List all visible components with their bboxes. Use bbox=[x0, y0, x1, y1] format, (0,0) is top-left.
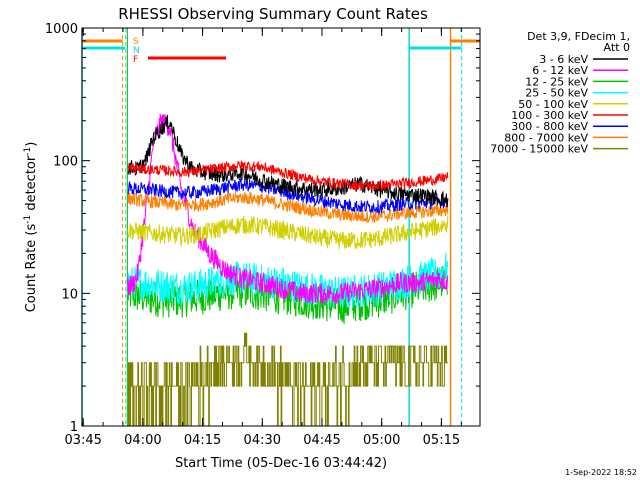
series-line bbox=[127, 252, 449, 308]
y-label-sup1: -1 bbox=[23, 215, 33, 224]
series-line bbox=[127, 114, 449, 208]
x-tick-label: 04:45 bbox=[303, 433, 340, 448]
legend-entry-label: 6 - 12 keV bbox=[532, 64, 588, 77]
series-line bbox=[127, 215, 449, 250]
legend-entry-label: 50 - 100 keV bbox=[518, 98, 588, 111]
x-tick-label: 04:00 bbox=[124, 433, 161, 448]
x-tick-label: 04:30 bbox=[244, 433, 281, 448]
x-tick-label: 05:00 bbox=[363, 433, 400, 448]
plot-series bbox=[127, 113, 449, 427]
timestamp: 1-Sep-2022 18:52 bbox=[565, 468, 637, 477]
y-axis-label: Count Rate (s-1 detector-1) bbox=[23, 142, 39, 313]
y-label-sup2: -1 bbox=[23, 147, 33, 156]
series-line bbox=[127, 178, 449, 216]
y-tick-label: 1 bbox=[70, 420, 78, 435]
y-label-main: Count Rate (s bbox=[24, 224, 39, 313]
legend-entry-label: 25 - 50 keV bbox=[525, 87, 588, 100]
plot-underlay: SNF bbox=[81, 28, 480, 426]
x-axis: 03:45 04:00 04:15 04:30 04:45 05:00 05:15 bbox=[64, 28, 462, 448]
flag-label-f: F bbox=[133, 55, 138, 65]
x-tick-label: 05:15 bbox=[423, 433, 460, 448]
series-line bbox=[127, 191, 449, 224]
legend-entry-label: 3 - 6 keV bbox=[539, 53, 588, 66]
x-axis-label: Start Time (05-Dec-16 03:44:42) bbox=[175, 456, 387, 471]
y-label-mid: detector bbox=[24, 155, 39, 215]
y-label-end: ) bbox=[24, 142, 39, 147]
y-tick-label: 100 bbox=[53, 155, 78, 170]
legend-entry-label: 300 - 800 keV bbox=[511, 120, 588, 133]
legend-entry-label: 12 - 25 keV bbox=[525, 75, 588, 88]
x-tick-label: 03:45 bbox=[64, 433, 101, 448]
y-axis: 1 10 100 1000 bbox=[45, 22, 480, 435]
legend-entry-label: 100 - 300 keV bbox=[511, 109, 588, 122]
x-tick-label: 04:15 bbox=[184, 433, 221, 448]
legend-header-line-1: Det 3,9, FDecim 1, bbox=[527, 30, 630, 43]
series-line bbox=[127, 160, 449, 193]
legend-entry-label: 800 - 7000 keV bbox=[504, 131, 588, 144]
y-tick-label: 1000 bbox=[45, 22, 78, 37]
flag-label-s: S bbox=[133, 37, 139, 47]
legend-entry-label: 7000 - 15000 keV bbox=[490, 143, 588, 156]
chart-title: RHESSI Observing Summary Count Rates bbox=[118, 5, 428, 23]
series-line bbox=[127, 113, 449, 304]
y-tick-label: 10 bbox=[61, 287, 78, 302]
legend-header-line-2: Att 0 bbox=[604, 41, 630, 54]
series-line bbox=[127, 332, 448, 427]
flag-label-n: N bbox=[133, 46, 140, 56]
plot-frame bbox=[81, 27, 481, 427]
